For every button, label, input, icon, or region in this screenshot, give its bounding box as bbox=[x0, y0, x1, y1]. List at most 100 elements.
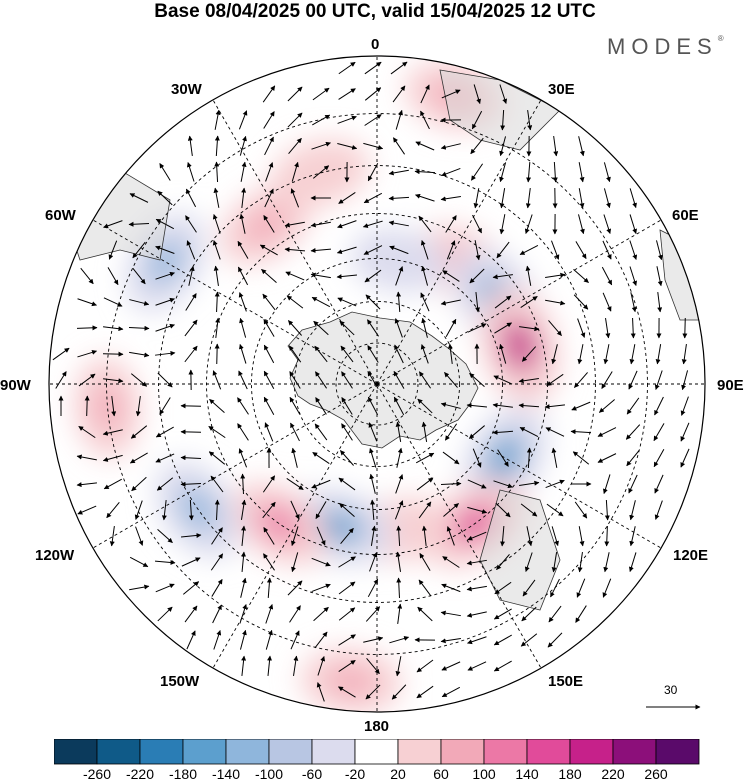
wind-arrow bbox=[519, 326, 540, 332]
wind-arrow bbox=[629, 500, 636, 521]
wind-arrow bbox=[289, 396, 301, 415]
wind-arrow bbox=[388, 195, 410, 201]
wind-arrow bbox=[314, 631, 328, 649]
wind-arrow bbox=[393, 396, 405, 416]
wind-arrow bbox=[265, 629, 273, 650]
wind-arrow bbox=[440, 638, 461, 644]
wind-arrow bbox=[441, 686, 461, 698]
wind-arrow bbox=[578, 162, 585, 183]
wind-arrow bbox=[185, 293, 197, 311]
wind-arrow bbox=[499, 84, 508, 104]
wind-arrow bbox=[76, 482, 97, 488]
wind-arrow bbox=[159, 163, 171, 181]
wind-arrow bbox=[338, 634, 356, 646]
wind-arrow bbox=[107, 267, 119, 286]
wind-arrow bbox=[630, 292, 637, 313]
wind-arrow bbox=[496, 241, 510, 259]
wind-arrow bbox=[414, 169, 436, 175]
wind-arrow bbox=[341, 397, 353, 415]
wind-arrow bbox=[185, 188, 197, 208]
wind-arrow bbox=[602, 292, 612, 312]
wind-arrow bbox=[388, 169, 409, 176]
lon-label-120e: 120E bbox=[673, 547, 709, 564]
wind-arrow bbox=[316, 682, 325, 702]
wind-arrow bbox=[364, 114, 382, 126]
wind-arrow bbox=[77, 349, 98, 358]
colorbar-swatch bbox=[354, 739, 399, 765]
wind-arrow bbox=[340, 527, 354, 544]
wind-arrow bbox=[55, 371, 67, 389]
colorbar-tick: 220 bbox=[601, 766, 625, 782]
wind-arrow bbox=[184, 319, 198, 337]
anomaly-center bbox=[501, 318, 538, 373]
wind-arrow bbox=[130, 425, 148, 439]
wind-arrow bbox=[156, 477, 174, 491]
wind-arrow bbox=[184, 345, 198, 363]
wind-arrow bbox=[603, 214, 612, 234]
wind-arrow bbox=[572, 451, 590, 465]
wind-arrow bbox=[629, 526, 636, 547]
wind-arrow bbox=[421, 265, 429, 286]
wind-arrow bbox=[214, 161, 220, 183]
wind-arrow bbox=[214, 109, 221, 130]
wind-arrow bbox=[392, 137, 406, 155]
wind-arrow bbox=[338, 556, 356, 568]
wind-arrow bbox=[440, 610, 461, 617]
wind-arrow bbox=[181, 557, 201, 567]
wind-arrow bbox=[442, 556, 460, 568]
wind-arrow bbox=[134, 500, 143, 520]
colorbar-tick: -260 bbox=[82, 766, 112, 782]
wind-arrow bbox=[574, 372, 588, 388]
anomaly-center bbox=[245, 208, 286, 242]
wind-arrow bbox=[130, 373, 148, 387]
wind-arrow bbox=[603, 188, 611, 209]
wind-arrow bbox=[467, 323, 487, 333]
wind-arrow bbox=[519, 427, 539, 437]
wind-arrow bbox=[653, 423, 665, 442]
wind-arrow bbox=[493, 660, 512, 672]
wind-arrow bbox=[370, 499, 376, 521]
wind-arrow bbox=[370, 525, 377, 546]
wind-arrow bbox=[363, 245, 383, 255]
latitude-circle bbox=[251, 258, 503, 510]
wind-arrow bbox=[629, 214, 638, 235]
wind-arrow bbox=[597, 427, 617, 437]
wind-arrow bbox=[441, 167, 461, 177]
wind-arrow bbox=[392, 85, 406, 103]
wind-arrow bbox=[628, 474, 638, 494]
wind-arrow bbox=[445, 215, 457, 233]
wind-arrow bbox=[499, 162, 507, 183]
wind-arrow bbox=[312, 165, 330, 179]
wind-arrow bbox=[239, 317, 247, 338]
wind-arrow bbox=[241, 655, 247, 676]
wind-arrow bbox=[416, 659, 434, 673]
wind-arrow bbox=[132, 267, 146, 285]
wind-arrow bbox=[290, 526, 299, 547]
wind-arrow bbox=[525, 265, 532, 286]
wind-arrow bbox=[211, 527, 223, 545]
colorbar-swatch bbox=[655, 739, 700, 765]
wind-arrow bbox=[551, 344, 558, 365]
wind-arrow bbox=[467, 661, 487, 671]
wind-arrow bbox=[241, 187, 247, 208]
wind-arrow bbox=[396, 525, 402, 547]
wind-arrow bbox=[524, 214, 533, 234]
wind-arrow bbox=[239, 629, 247, 650]
colorbar-swatch bbox=[54, 739, 98, 765]
lon-label-60w: 60W bbox=[45, 207, 76, 224]
wind-arrow bbox=[340, 450, 354, 466]
colorbar-swatch bbox=[311, 739, 356, 765]
wind-arrow bbox=[338, 607, 356, 621]
wind-arrow bbox=[474, 240, 481, 261]
wind-arrow bbox=[574, 501, 588, 519]
wind-arrow bbox=[180, 532, 202, 538]
wind-arrow bbox=[419, 552, 431, 571]
wind-arrow bbox=[391, 684, 407, 700]
wind-arrow bbox=[288, 137, 302, 154]
wind-arrow bbox=[212, 214, 221, 234]
wind-arrow bbox=[443, 503, 459, 517]
wind-arrow bbox=[102, 429, 123, 436]
wind-arrow bbox=[656, 240, 663, 261]
wind-arrow bbox=[237, 397, 249, 415]
